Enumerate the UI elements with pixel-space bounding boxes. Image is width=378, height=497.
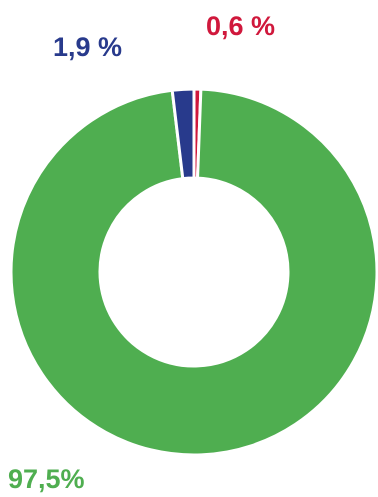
slice-label-0-6: 0,6 % (206, 11, 276, 41)
slice-97-5 (9, 87, 378, 457)
slice-label-1-9: 1,9 % (53, 32, 123, 62)
slice-1-9 (170, 87, 196, 181)
slice-label-97-5: 97,5% (8, 464, 85, 494)
